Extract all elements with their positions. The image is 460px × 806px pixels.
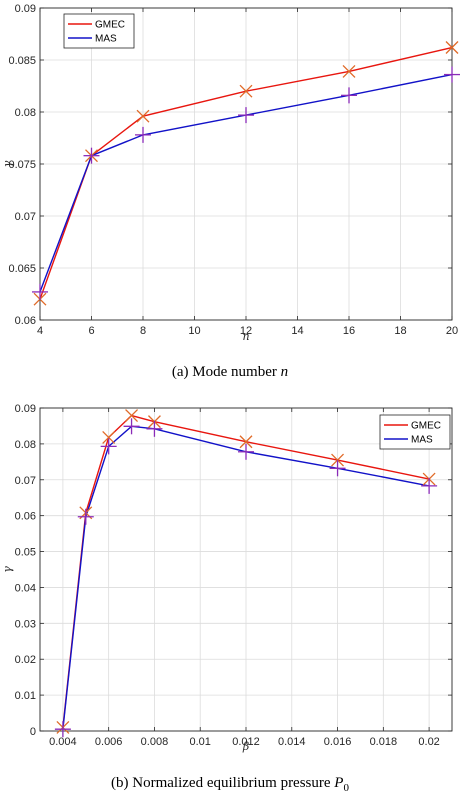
data-point-mas	[329, 460, 346, 477]
cross-marker	[239, 84, 253, 98]
series-line-gmec	[62, 414, 430, 728]
y-tick-label: 0.075	[8, 159, 36, 171]
x-tick-label: 20	[446, 325, 458, 337]
chart-0: 4 6 8 10 12 14 16 18 20 0.06 0.065 0.07 0.075 0.08 0.0…	[1, 3, 460, 380]
y-tick-label: 0.03	[15, 618, 36, 630]
data-point-mas	[238, 107, 254, 124]
data-point-gmec	[445, 41, 459, 54]
data-point-mas	[77, 508, 94, 525]
legend-label-gmec: GMEC	[411, 421, 441, 432]
legend-box	[63, 13, 135, 49]
data-point-gmec	[239, 435, 253, 449]
y-tick-label: 0.02	[15, 654, 36, 666]
data-point-gmec	[331, 453, 345, 467]
caption: (b) Normalized equilibrium pressure P0	[111, 775, 349, 794]
x-tick-label: 0.016	[324, 736, 352, 748]
data-point-mas	[146, 420, 163, 437]
legend-box	[379, 414, 451, 450]
cross-marker	[102, 430, 116, 444]
y-tick-label: 0.085	[8, 55, 36, 67]
y-tick-label: 0.06	[15, 315, 36, 327]
y-tick-label: 0.09	[15, 403, 36, 415]
x-tick-label: 4	[37, 325, 43, 337]
data-point-gmec	[342, 64, 356, 78]
y-tick-label: 0.09	[15, 3, 36, 15]
data-point-mas	[32, 283, 48, 300]
x-tick-label: 10	[188, 325, 200, 337]
data-point-mas	[341, 87, 357, 104]
y-tick-label: 0.04	[15, 582, 36, 594]
legend-label-mas: MAS	[95, 34, 117, 45]
cross-marker	[445, 41, 459, 54]
chart-1: 0.004 0.006 0.008 0.01 0.012 0.014 0.016 0.018 0…	[1, 403, 453, 794]
data-point-mas	[83, 147, 100, 164]
x-tick-label: 12	[240, 325, 252, 337]
y-tick-label: 0.065	[8, 263, 36, 275]
x-tick-label: 0.014	[278, 736, 306, 748]
x-tick-label: 0.006	[95, 736, 123, 748]
caption: (a) Mode number n	[172, 364, 288, 380]
x-axis-label: n	[242, 330, 249, 343]
y-tick-label: 0	[30, 726, 36, 738]
x-tick-label: 14	[291, 325, 303, 337]
axes-box	[39, 407, 453, 732]
data-point-mas	[123, 418, 140, 435]
x-tick-label: 0.008	[141, 736, 169, 748]
legend: GMEC MAS	[379, 414, 451, 450]
data-point-mas	[444, 66, 460, 83]
caption-text: (b) Normalized equilibrium pressure	[111, 775, 334, 791]
caption-variable: P	[333, 775, 343, 791]
legend-label-gmec: GMEC	[95, 20, 125, 31]
data-point-mas	[100, 438, 117, 455]
y-tick-label: 0.08	[15, 107, 36, 119]
data-point-mas	[238, 443, 254, 460]
y-tick-label: 0.06	[15, 511, 36, 523]
data-point-mas	[421, 477, 438, 494]
y-tick-label: 0.01	[15, 690, 36, 702]
y-axis-label: γ	[1, 566, 14, 573]
data-point-mas	[135, 126, 151, 143]
x-tick-label: 0.02	[418, 736, 439, 748]
y-tick-label: 0.05	[15, 547, 36, 559]
x-tick-label: 6	[88, 325, 94, 337]
axes-box	[39, 7, 453, 321]
data-point-gmec	[239, 84, 253, 98]
caption-variable: n	[281, 364, 289, 380]
data-point-gmec	[102, 430, 116, 444]
x-tick-label: 16	[343, 325, 355, 337]
x-tick-label: 8	[140, 325, 146, 337]
cross-marker	[125, 409, 139, 422]
legend: GMEC MAS	[63, 13, 135, 49]
x-tick-label: 0.012	[232, 736, 260, 748]
caption-subscript: 0	[343, 782, 349, 794]
cross-marker	[239, 435, 253, 449]
y-tick-label: 0.07	[15, 211, 36, 223]
data-point-gmec	[125, 409, 139, 422]
x-tick-label: 18	[394, 325, 406, 337]
caption-text: (a) Mode number	[172, 364, 281, 380]
x-axis-label: β	[242, 740, 249, 753]
cross-marker	[331, 453, 345, 467]
x-tick-label: 0.01	[190, 736, 211, 748]
legend-label-mas: MAS	[411, 435, 433, 446]
x-tick-label: 0.004	[49, 736, 77, 748]
cross-marker	[136, 109, 150, 123]
series-line-mas	[62, 425, 430, 730]
data-point-gmec	[136, 109, 150, 123]
data-point-mas	[54, 721, 71, 738]
y-tick-label: 0.08	[15, 439, 36, 451]
y-tick-label: 0.07	[15, 475, 36, 487]
series-line-mas	[39, 73, 453, 293]
cross-marker	[342, 64, 356, 78]
y-axis-label: γ	[1, 160, 14, 167]
x-tick-label: 0.018	[370, 736, 398, 748]
